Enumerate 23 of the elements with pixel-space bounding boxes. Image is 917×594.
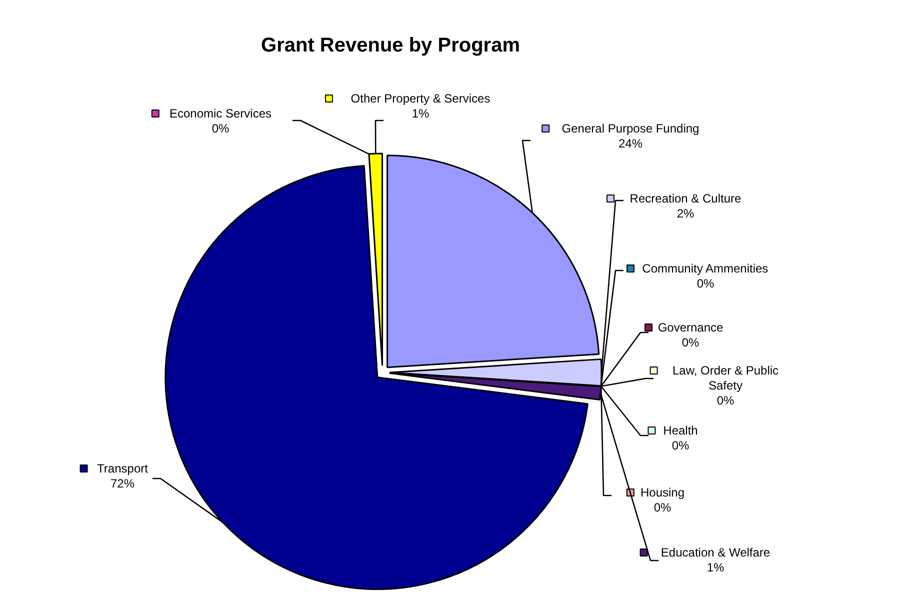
chart-title: Grant Revenue by Program <box>261 34 520 56</box>
legend-label: Economic Services <box>169 106 272 120</box>
data-label: 2% <box>676 206 694 220</box>
legend-label: Education & Welfare <box>660 546 770 560</box>
data-label: 72% <box>110 476 135 490</box>
legend-label: Health <box>663 424 698 438</box>
legend-label: Housing <box>640 486 685 500</box>
text: 0% <box>682 336 700 350</box>
legend-label: General Purpose Funding <box>562 122 700 136</box>
text: 0% <box>654 500 672 514</box>
legend-label: Recreation & Culture <box>630 192 742 206</box>
text: 0% <box>212 122 230 136</box>
text: 0% <box>716 394 734 408</box>
legend-label: Law, Order & Public Safety <box>672 364 779 392</box>
legend-label: Other Property & Services <box>350 92 490 106</box>
text: 0% <box>672 438 690 452</box>
legend-label: Community Ammenities <box>642 262 768 276</box>
legend-label: Transport <box>97 462 149 476</box>
legend-label: Governance <box>658 320 724 334</box>
data-label: 1% <box>412 106 430 120</box>
text: 0% <box>696 276 714 290</box>
data-label: 1% <box>706 560 724 574</box>
data-label: 24% <box>618 136 643 150</box>
